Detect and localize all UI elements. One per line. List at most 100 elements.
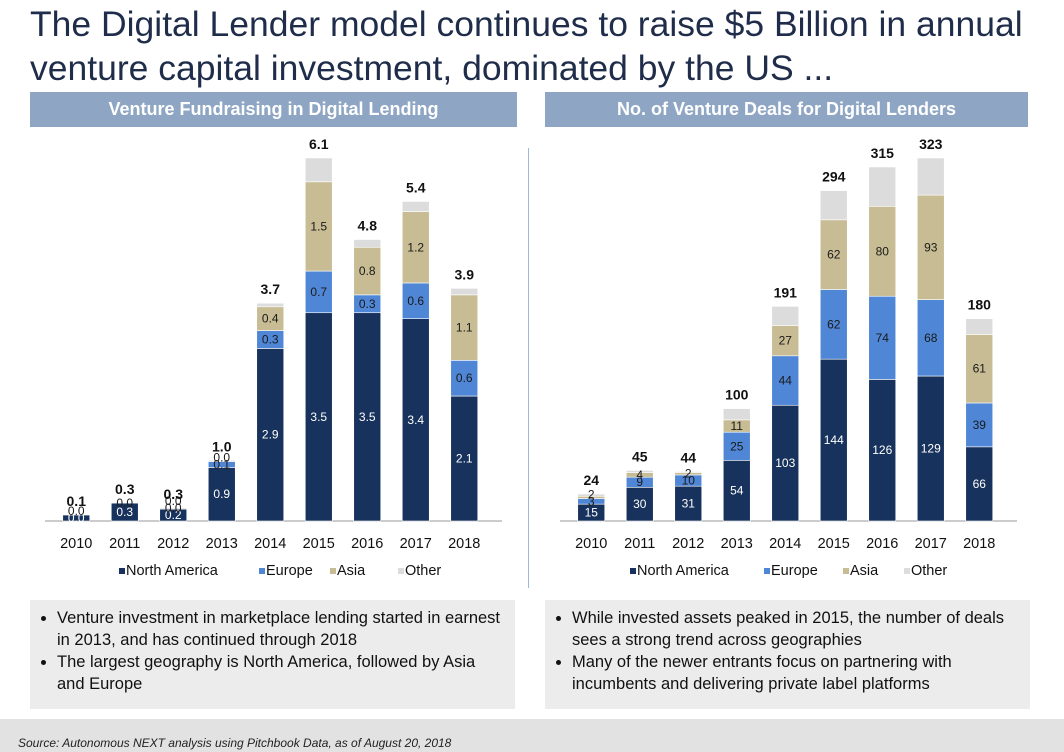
bar-other <box>868 166 897 207</box>
x-tick-label: 2010 <box>60 536 92 552</box>
legend-swatch <box>330 568 336 574</box>
legend-swatch <box>764 568 770 574</box>
bar-north-america <box>62 514 91 522</box>
left-notes-box: Venture investment in marketplace lendin… <box>30 600 515 709</box>
x-tick-label: 2012 <box>157 536 189 552</box>
legend-swatch <box>904 568 910 574</box>
bar-asia <box>450 294 479 361</box>
bar-europe <box>965 402 994 448</box>
total-label: 0.3 <box>164 486 184 502</box>
right-note-item: Many of the newer entrants focus on part… <box>572 651 1020 695</box>
segment-label: 25 <box>730 439 744 453</box>
bar-north-america <box>819 358 848 522</box>
bar-other <box>304 157 333 183</box>
x-tick-label: 2016 <box>351 536 383 552</box>
bar-north-america <box>256 348 285 522</box>
bar-asia <box>868 206 897 297</box>
total-label: 315 <box>871 145 895 161</box>
x-tick-label: 2013 <box>206 536 238 552</box>
segment-label: 54 <box>730 484 744 498</box>
segment-label: 30 <box>633 497 647 511</box>
bar-other <box>256 302 285 308</box>
x-tick-label: 2015 <box>818 536 850 552</box>
segment-label: 0.6 <box>407 294 424 308</box>
bar-other <box>722 408 751 421</box>
x-tick-label: 2014 <box>769 536 801 552</box>
segment-label: 39 <box>973 418 987 432</box>
bar-europe <box>868 295 897 380</box>
bar-north-america <box>722 460 751 522</box>
bar-north-america <box>353 312 382 522</box>
total-label: 24 <box>583 472 599 488</box>
segment-label: 129 <box>921 442 941 456</box>
segment-label: 126 <box>872 443 892 457</box>
bar-other <box>577 493 606 497</box>
x-tick-label: 2012 <box>672 536 704 552</box>
segment-label: 0.0 <box>165 501 182 515</box>
total-label: 5.4 <box>406 179 426 195</box>
left-panel-header: Venture Fundraising in Digital Lending <box>30 92 517 127</box>
x-tick-label: 2017 <box>400 536 432 552</box>
bar-north-america <box>965 446 994 522</box>
x-tick-label: 2014 <box>254 536 286 552</box>
segment-label: 3.5 <box>310 410 327 424</box>
legend-label: Other <box>405 563 441 579</box>
right-note-item: While invested assets peaked in 2015, th… <box>572 607 1020 651</box>
total-label: 191 <box>774 284 798 300</box>
deals-chart: 1532242010309445201131102442012542511100… <box>560 136 1017 579</box>
bar-asia <box>965 334 994 404</box>
x-tick-label: 2017 <box>915 536 947 552</box>
segment-label: 15 <box>585 506 599 520</box>
segment-label: 0.0 <box>68 504 85 518</box>
segment-label: 2.9 <box>262 428 279 442</box>
bar-asia <box>304 181 333 272</box>
legend-swatch <box>259 568 265 574</box>
bar-other <box>401 201 430 212</box>
x-tick-label: 2010 <box>575 536 607 552</box>
bar-europe <box>450 360 479 397</box>
total-label: 44 <box>680 450 696 466</box>
bar-north-america <box>304 312 333 522</box>
segment-label: 0.0 <box>165 494 182 508</box>
x-tick-label: 2011 <box>624 536 655 552</box>
segment-label: 144 <box>824 433 844 447</box>
segment-label: 44 <box>779 374 793 388</box>
segment-label: 0.8 <box>359 264 376 278</box>
legend-label: North America <box>637 563 730 579</box>
segment-label: 0.3 <box>262 333 279 347</box>
segment-label: 11 <box>731 419 744 433</box>
segment-label: 80 <box>876 244 890 258</box>
segment-label: 2 <box>685 467 692 481</box>
left-note-item: The largest geography is North America, … <box>57 651 505 695</box>
segment-label: 0.9 <box>213 487 230 501</box>
total-label: 0.1 <box>67 493 87 509</box>
bar-north-america <box>868 379 897 522</box>
bar-europe <box>722 431 751 461</box>
bar-other <box>353 239 382 248</box>
legend-swatch <box>398 568 404 574</box>
segment-label: 27 <box>779 334 793 348</box>
page-title: The Digital Lender model continues to ra… <box>30 4 1023 88</box>
segment-label: 1.5 <box>310 219 327 233</box>
segment-label: 0.3 <box>116 505 133 519</box>
total-label: 6.1 <box>309 136 329 152</box>
bar-europe <box>304 270 333 314</box>
total-label: 3.9 <box>455 266 475 282</box>
x-tick-label: 2018 <box>963 536 995 552</box>
segment-label: 68 <box>924 331 938 345</box>
bar-north-america <box>450 395 479 522</box>
legend-swatch <box>843 568 849 574</box>
bar-other <box>819 190 848 221</box>
segment-label: 3 <box>588 494 595 508</box>
bar-other <box>159 507 188 510</box>
bar-other <box>207 460 236 462</box>
bar-other <box>450 288 479 296</box>
segment-label: 66 <box>973 477 987 491</box>
total-label: 180 <box>968 297 992 313</box>
segment-label: 0.0 <box>68 511 85 525</box>
legend-label: Europe <box>266 563 313 579</box>
x-tick-label: 2013 <box>721 536 753 552</box>
legend-label: Asia <box>850 563 879 579</box>
legend-label: Europe <box>771 563 818 579</box>
bar-asia <box>401 211 430 284</box>
